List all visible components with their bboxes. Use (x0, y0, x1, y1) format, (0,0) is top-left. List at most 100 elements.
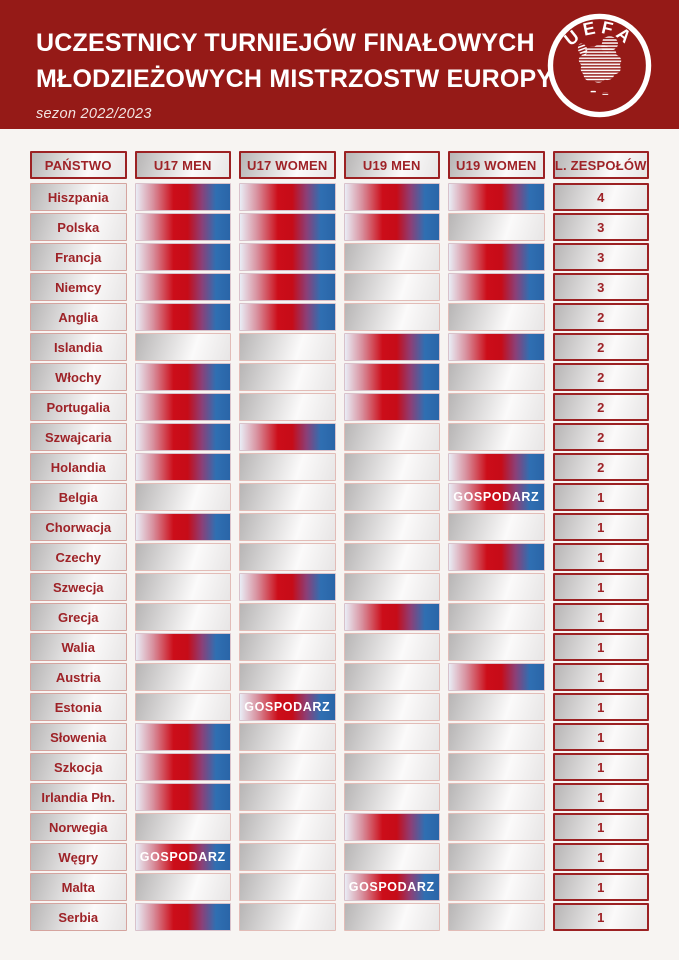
table-row: Portugalia 2 (30, 393, 649, 421)
empty-cell (343, 453, 440, 481)
empty-cell (134, 483, 231, 511)
table-row: Węgry GOSPODARZ 1 (30, 843, 649, 871)
teams-count-cell: 1 (552, 693, 649, 721)
empty-cell (239, 333, 336, 361)
participation-cell (134, 783, 231, 811)
column-header-pa-stwo: PAŃSTWO (30, 151, 127, 179)
empty-cell (239, 603, 336, 631)
country-cell: Islandia (30, 333, 127, 361)
table-row: Anglia 2 (30, 303, 649, 331)
country-cell: Niemcy (30, 273, 127, 301)
participation-cell (134, 453, 231, 481)
table-row: Włochy 2 (30, 363, 649, 391)
country-cell: Włochy (30, 363, 127, 391)
table-row: Hiszpania 4 (30, 183, 649, 211)
country-cell: Chorwacja (30, 513, 127, 541)
country-cell: Austria (30, 663, 127, 691)
teams-count-cell: 1 (552, 543, 649, 571)
empty-cell (448, 303, 545, 331)
table-row: Norwegia 1 (30, 813, 649, 841)
country-cell: Grecja (30, 603, 127, 631)
country-cell: Szkocja (30, 753, 127, 781)
empty-cell (134, 573, 231, 601)
teams-count-cell: 1 (552, 873, 649, 901)
uefa-logo: UEFA (547, 13, 652, 118)
teams-count-cell: 1 (552, 573, 649, 601)
empty-cell (239, 783, 336, 811)
table-row: Chorwacja 1 (30, 513, 649, 541)
empty-cell (343, 423, 440, 451)
host-cell: GOSPODARZ (239, 693, 336, 721)
participation-cell (134, 423, 231, 451)
country-cell: Francja (30, 243, 127, 271)
empty-cell (448, 693, 545, 721)
column-header-u19-men: U19 MEN (343, 151, 440, 179)
teams-count-cell: 2 (552, 393, 649, 421)
host-label: GOSPODARZ (348, 880, 435, 894)
empty-cell (239, 453, 336, 481)
table-row: Islandia 2 (30, 333, 649, 361)
column-header-u17-women: U17 WOMEN (239, 151, 336, 179)
empty-cell (343, 303, 440, 331)
teams-count-cell: 1 (552, 783, 649, 811)
participation-cell (134, 633, 231, 661)
participation-cell (134, 753, 231, 781)
table-row: Serbia 1 (30, 903, 649, 931)
empty-cell (134, 813, 231, 841)
empty-cell (343, 723, 440, 751)
teams-count-cell: 1 (552, 903, 649, 931)
country-cell: Serbia (30, 903, 127, 931)
tournament-table: PAŃSTWO U17 MEN U17 WOMEN U19 MEN U19 WOMEN L… (30, 151, 649, 931)
country-cell: Szwecja (30, 573, 127, 601)
participation-cell (343, 333, 440, 361)
empty-cell (448, 213, 545, 241)
teams-count-cell: 1 (552, 633, 649, 661)
page-title: UCZESTNICY TURNIEJÓW FINAŁOWYCH MŁODZIEŻ… (36, 25, 679, 97)
participation-cell (343, 603, 440, 631)
empty-cell (448, 813, 545, 841)
participation-cell (134, 243, 231, 271)
participation-cell (343, 213, 440, 241)
participation-cell (448, 543, 545, 571)
empty-cell (343, 633, 440, 661)
empty-cell (343, 543, 440, 571)
teams-count-cell: 1 (552, 513, 649, 541)
participation-cell (448, 663, 545, 691)
table-row: Austria 1 (30, 663, 649, 691)
empty-cell (448, 603, 545, 631)
empty-cell (343, 513, 440, 541)
empty-cell (134, 693, 231, 721)
empty-cell (448, 723, 545, 751)
europe-map-icon (577, 36, 622, 95)
teams-count-cell: 4 (552, 183, 649, 211)
table-row: Walia 1 (30, 633, 649, 661)
country-cell: Belgia (30, 483, 127, 511)
participation-cell (134, 723, 231, 751)
table-row: Malta GOSPODARZ 1 (30, 873, 649, 901)
table-body: Hiszpania 4 Polska 3 Francja 3 Niemcy 3 Anglia 2 I… (30, 183, 649, 931)
empty-cell (134, 603, 231, 631)
teams-count-cell: 1 (552, 483, 649, 511)
table-row: Szwajcaria 2 (30, 423, 649, 451)
participation-cell (239, 573, 336, 601)
empty-cell (448, 393, 545, 421)
country-cell: Polska (30, 213, 127, 241)
empty-cell (239, 723, 336, 751)
empty-cell (343, 663, 440, 691)
host-label: GOSPODARZ (453, 490, 540, 504)
participation-cell (239, 303, 336, 331)
empty-cell (134, 873, 231, 901)
participation-cell (448, 453, 545, 481)
empty-cell (239, 753, 336, 781)
participation-cell (448, 243, 545, 271)
host-label: GOSPODARZ (244, 700, 331, 714)
column-header-u19-women: U19 WOMEN (448, 151, 545, 179)
teams-count-cell: 2 (552, 303, 649, 331)
empty-cell (134, 333, 231, 361)
table-row: Polska 3 (30, 213, 649, 241)
teams-count-cell: 1 (552, 723, 649, 751)
participation-cell (239, 213, 336, 241)
participation-cell (343, 813, 440, 841)
country-cell: Irlandia Płn. (30, 783, 127, 811)
